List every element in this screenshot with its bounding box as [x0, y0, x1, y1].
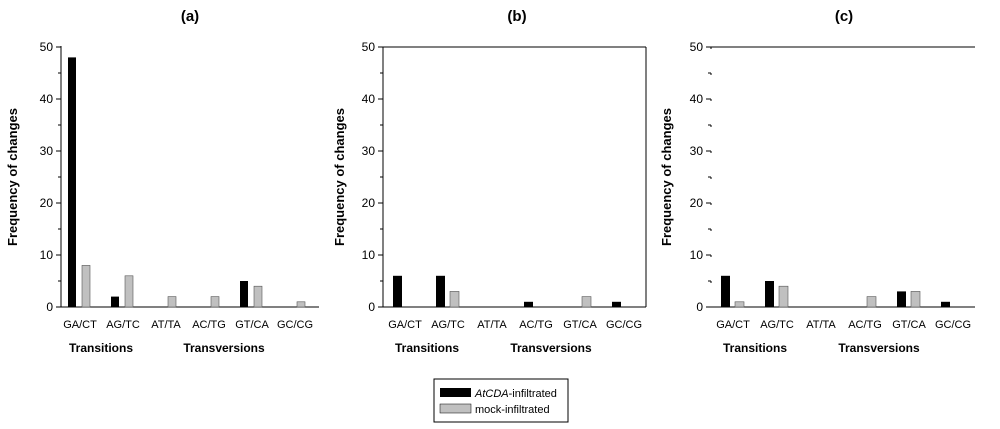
legend-swatch	[439, 403, 472, 414]
bars	[68, 57, 306, 308]
y-tick-label: 20	[362, 196, 376, 210]
group-label-transversions: Transversions	[510, 341, 592, 355]
bar-mock-infiltrated	[296, 301, 306, 308]
bar-mock-infiltrated	[124, 275, 134, 308]
bar-atcda-infiltrated	[941, 301, 950, 307]
bar-mock-infiltrated	[778, 285, 789, 308]
legend-label: mock-infiltrated	[475, 404, 550, 416]
panel-title: (b)	[507, 8, 526, 25]
bar-atcda-infiltrated	[524, 301, 533, 307]
legend-box	[433, 378, 569, 423]
y-tick-label: 40	[40, 92, 54, 106]
group-label-transversions: Transversions	[838, 341, 920, 355]
legend-swatch	[440, 388, 471, 397]
bar-atcda-infiltrated	[68, 57, 76, 308]
x-tick-label: GA/CT	[63, 319, 97, 331]
panel-title: (c)	[835, 8, 853, 25]
bar-mock-infiltrated	[581, 296, 592, 308]
x-tick-label: AG/TC	[106, 319, 140, 331]
x-tick-label: GT/CA	[892, 319, 926, 331]
y-ticks: 0 10 20 30 40 50	[362, 40, 383, 314]
bar-atcda-infiltrated	[897, 291, 906, 307]
y-axis-label: Frequency of changes	[5, 108, 20, 246]
x-tick-label: GC/CG	[606, 319, 642, 331]
y-tick-label: 10	[690, 248, 704, 262]
x-tick-label: AT/TA	[806, 319, 836, 331]
legend-label-rest: -infiltrated	[509, 388, 557, 400]
bar-atcda-infiltrated	[765, 281, 774, 307]
bar-atcda-infiltrated	[721, 275, 730, 307]
y-axis-label: Frequency of changes	[659, 108, 674, 246]
y-tick-label: 30	[362, 144, 376, 158]
x-tick-label: AC/TG	[192, 319, 226, 331]
legend-label-rest: mock-infiltrated	[475, 404, 550, 416]
y-tick-label: 0	[368, 300, 375, 314]
x-tick-label: AG/TC	[760, 319, 794, 331]
y-tick-label: 20	[40, 196, 54, 210]
y-tick-label: 30	[690, 144, 704, 158]
y-axis-label: Frequency of changes	[332, 108, 347, 246]
y-tick-label: 20	[690, 196, 704, 210]
panel-a: (a) Frequency of changes 0 10 20 30 40 50 GA/…	[5, 8, 319, 355]
x-tick-label: AT/TA	[151, 319, 181, 331]
group-label-transitions: Transitions	[395, 341, 459, 355]
legend-label-italic: AtCDA	[474, 388, 509, 400]
bar-mock-infiltrated	[167, 296, 177, 308]
bar-mock-infiltrated	[253, 285, 263, 308]
x-tick-label: AC/TG	[848, 319, 882, 331]
panel-c: (c) Frequency of changes 0 10 20 30 40 50 GA/…	[659, 8, 975, 355]
x-tick-label: GC/CG	[935, 319, 971, 331]
bar-mock-infiltrated	[734, 301, 745, 308]
y-ticks: 0 10 20 30 40 50	[690, 40, 711, 314]
group-label-transversions: Transversions	[183, 341, 265, 355]
x-tick-labels: GA/CT AG/TC AT/TA AC/TG GT/CA GC/CG	[63, 319, 313, 331]
x-tick-label: GT/CA	[235, 319, 269, 331]
bar-mock-infiltrated	[81, 265, 91, 308]
x-tick-label: GC/CG	[277, 319, 313, 331]
y-tick-label: 0	[696, 300, 703, 314]
bars	[721, 275, 950, 308]
y-tick-label: 40	[690, 92, 704, 106]
y-tick-label: 40	[362, 92, 376, 106]
x-tick-label: GT/CA	[563, 319, 597, 331]
group-label-transitions: Transitions	[69, 341, 133, 355]
bar-atcda-infiltrated	[111, 296, 119, 307]
bar-atcda-infiltrated	[393, 275, 402, 307]
y-ticks: 0 10 20 30 40 50	[40, 40, 61, 314]
y-tick-label: 10	[362, 248, 376, 262]
bar-atcda-infiltrated	[240, 281, 248, 307]
y-tick-label: 30	[40, 144, 54, 158]
group-label-transitions: Transitions	[723, 341, 787, 355]
legend-label: AtCDA-infiltrated	[474, 388, 557, 400]
x-tick-labels: GA/CT AG/TC AT/TA AC/TG GT/CA GC/CG	[716, 319, 971, 331]
bar-atcda-infiltrated	[612, 301, 621, 307]
y-tick-label: 10	[40, 248, 54, 262]
x-tick-labels: GA/CT AG/TC AT/TA AC/TG GT/CA GC/CG	[388, 319, 642, 331]
bar-mock-infiltrated	[210, 296, 220, 308]
y-tick-label: 50	[40, 40, 54, 54]
bar-mock-infiltrated	[449, 291, 460, 308]
x-tick-label: GA/CT	[388, 319, 422, 331]
bar-atcda-infiltrated	[436, 275, 445, 307]
y-tick-label: 50	[362, 40, 376, 54]
x-tick-label: AT/TA	[477, 319, 507, 331]
x-tick-label: AC/TG	[519, 319, 553, 331]
y-tick-label: 0	[46, 300, 53, 314]
bar-mock-infiltrated	[910, 291, 921, 308]
x-tick-label: GA/CT	[716, 319, 750, 331]
panel-title: (a)	[181, 8, 199, 25]
panel-b: (b) Frequency of changes 0 10 20 30 40 50 GA/…	[332, 8, 647, 355]
bars	[393, 275, 621, 308]
y-tick-label: 50	[690, 40, 704, 54]
legend: AtCDA-infiltrated mock-infiltrated	[433, 378, 569, 423]
bar-mock-infiltrated	[866, 296, 877, 308]
x-tick-label: AG/TC	[431, 319, 465, 331]
